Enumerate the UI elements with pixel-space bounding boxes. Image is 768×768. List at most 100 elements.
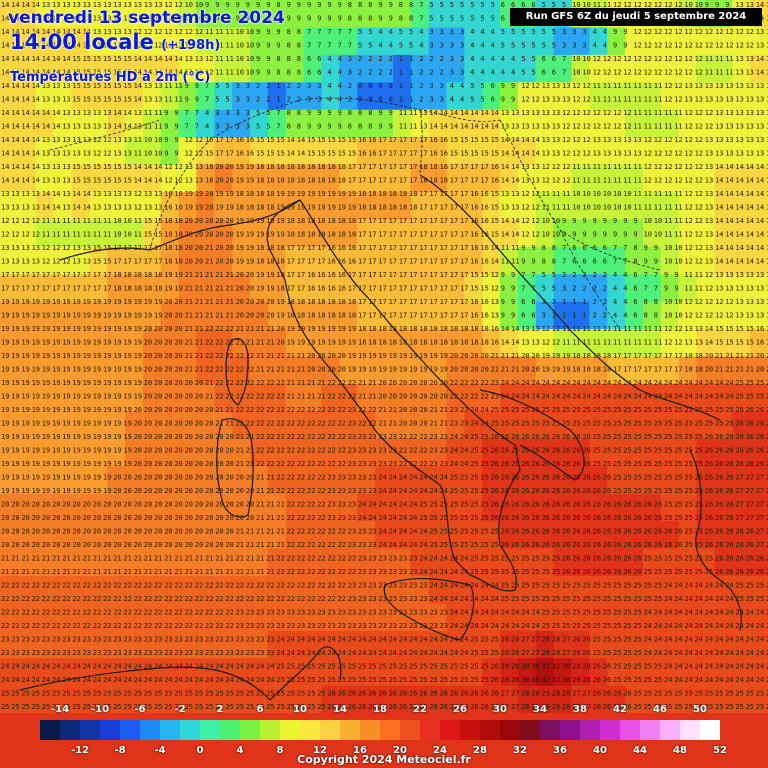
temperature-value: 12 [603, 109, 611, 117]
temperature-cell [214, 82, 233, 111]
temperature-value: 23 [338, 514, 346, 522]
temperature-value: 11 [613, 177, 621, 185]
temperature-value: 22 [134, 582, 142, 590]
temperature-value: 30 [562, 663, 570, 671]
temperature-cell [553, 82, 573, 111]
temperature-cell [0, 54, 19, 83]
temperature-value: 12 [684, 312, 692, 320]
temperature-value: 21 [205, 258, 213, 266]
temperature-value: 24 [501, 622, 509, 630]
temperature-value: 23 [368, 474, 376, 482]
temperature-value: 22 [134, 595, 142, 603]
temperature-cell [482, 82, 501, 111]
temperature-value: 26 [521, 528, 529, 536]
temperature-value: 6 [572, 244, 576, 252]
temperature-cell [214, 301, 233, 330]
temperature-cell [750, 54, 768, 83]
temperature-value: 9 [256, 55, 260, 63]
temperature-value: 4 [511, 69, 515, 77]
temperature-value: 25 [654, 595, 662, 603]
temperature-value: 18 [256, 190, 264, 198]
temperature-value: 3 [582, 28, 586, 36]
temperature-value: 22 [113, 622, 121, 630]
temperature-value: 4 [511, 55, 515, 63]
temperature-value: 6 [593, 258, 597, 266]
temperature-cell [303, 54, 323, 83]
temperature-cell [0, 192, 19, 221]
temperature-value: 26 [521, 460, 529, 468]
temperature-value: 4 [450, 96, 454, 104]
temperature-cell [589, 137, 608, 166]
temperature-value: 24 [256, 663, 264, 671]
temperature-value: 15 [460, 136, 468, 144]
temperature-value: 9 [256, 69, 260, 77]
temperature-cell [17, 54, 37, 83]
temperature-value: 13 [52, 136, 60, 144]
temperature-value: 23 [256, 622, 264, 630]
temperature-value: 21 [276, 366, 284, 374]
temperature-value: 8 [287, 109, 291, 117]
temperature-value: 19 [32, 474, 40, 482]
temperature-value: 11 [603, 82, 611, 90]
temperature-value: 16 [236, 150, 244, 158]
temperature-value: 20 [225, 501, 233, 509]
temperature-value: 26 [552, 528, 560, 536]
temperature-value: 25 [684, 420, 692, 428]
temperature-value: 11 [542, 204, 550, 212]
temperature-cell [732, 82, 751, 111]
temperature-cell [0, 137, 19, 166]
temperature-value: 19 [93, 420, 101, 428]
temperature-value: 2 [297, 82, 301, 90]
temperature-value: 25 [491, 528, 499, 536]
temperature-value: 22 [297, 406, 305, 414]
temperature-value: 4 [623, 298, 627, 306]
temperature-value: 10 [246, 69, 254, 77]
temperature-value: 4 [378, 42, 382, 50]
temperature-value: 23 [358, 460, 366, 468]
temperature-value: 25 [480, 474, 488, 482]
temperature-value: 10 [123, 231, 131, 239]
temperature-value: 22 [297, 528, 305, 536]
temperature-value: 4 [480, 42, 484, 50]
temperature-value: 19 [11, 406, 19, 414]
temperature-value: 19 [93, 352, 101, 360]
temperature-cell [53, 740, 73, 768]
temperature-value: 15 [103, 163, 111, 171]
temperature-value: 11 [562, 204, 570, 212]
temperature-cell [625, 274, 644, 303]
temperature-value: 13 [195, 177, 203, 185]
temperature-value: 19 [358, 352, 366, 360]
temperature-value: 19 [32, 339, 40, 347]
temperature-value: 14 [735, 244, 743, 252]
temperature-value: 23 [123, 636, 131, 644]
temperature-value: 3 [460, 28, 464, 36]
temperature-value: 24 [1, 663, 9, 671]
temperature-value: 20 [174, 541, 182, 549]
temperature-value: 23 [389, 555, 397, 563]
temperature-value: 17 [664, 366, 672, 374]
temperature-value: 11 [664, 217, 672, 225]
temperature-value: 22 [307, 487, 315, 495]
temperature-value: 14 [123, 109, 131, 117]
temperature-value: 24 [674, 609, 682, 617]
temperature-value: 19 [93, 379, 101, 387]
temperature-value: 24 [460, 595, 468, 603]
temperature-value: 25 [603, 447, 611, 455]
temperature-value: 23 [205, 649, 213, 657]
temperature-value: 24 [746, 636, 754, 644]
temperature-value: 22 [419, 447, 427, 455]
temperature-value: 11 [103, 217, 111, 225]
temperature-cell [750, 219, 768, 248]
temperature-value: 22 [205, 339, 213, 347]
temperature-value: 18 [154, 285, 162, 293]
temperature-value: 12 [613, 55, 621, 63]
temperature-value: 23 [256, 636, 264, 644]
temperature-value: 13 [705, 244, 713, 252]
temperature-value: 11 [593, 325, 601, 333]
temperature-cell [625, 329, 644, 358]
temperature-value: 22 [338, 433, 346, 441]
temperature-value: 22 [83, 595, 91, 603]
temperature-value: 19 [72, 393, 80, 401]
temperature-value: 2 [419, 82, 423, 90]
temperature-value: 21 [205, 298, 213, 306]
